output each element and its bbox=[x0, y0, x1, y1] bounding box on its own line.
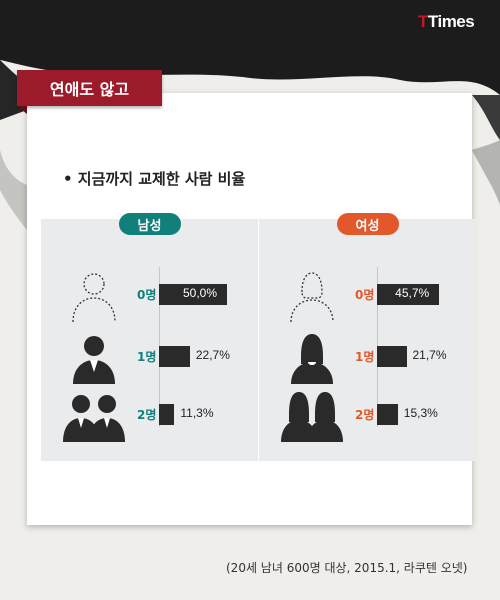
female-category-2: 2명 bbox=[355, 408, 375, 422]
female-bar-2 bbox=[377, 404, 398, 425]
person-outline-icon bbox=[72, 273, 116, 322]
brand-logo: TTimes bbox=[418, 12, 475, 31]
male-bar-1 bbox=[159, 346, 190, 367]
male-category-1: 1명 bbox=[137, 350, 157, 364]
woman-icon bbox=[291, 334, 333, 384]
male-category-0: 0명 bbox=[137, 288, 157, 302]
male-row-0: 0명 50,0% bbox=[41, 273, 258, 322]
female-row-1: 1명 21,7% bbox=[259, 334, 476, 384]
male-category-2: 2명 bbox=[137, 408, 157, 422]
man-icon bbox=[73, 336, 115, 384]
male-value-label-0: 50,0% bbox=[183, 286, 218, 300]
male-pill: 남성 bbox=[118, 213, 181, 235]
male-value-label-2: 11,3% bbox=[180, 406, 214, 420]
female-value-label-0: 45,7% bbox=[395, 286, 430, 300]
ribbon-fold bbox=[17, 106, 27, 114]
female-pill: 여성 bbox=[336, 213, 399, 235]
female-value-label-1: 21,7% bbox=[412, 348, 447, 362]
male-row-1: 1명 22,7% bbox=[41, 336, 258, 384]
chart-subtitle: • 지금까지 교제한 사람 비율 bbox=[63, 170, 246, 188]
male-bar-0 bbox=[159, 284, 227, 305]
male-value-label-1: 22,7% bbox=[195, 348, 230, 362]
header-ribbon: 연애도 않고 bbox=[17, 70, 162, 106]
female-category-0: 0명 bbox=[355, 288, 375, 302]
female-row-0: 0명 45,7% bbox=[259, 272, 476, 322]
male-row-2: 2명 11,3% bbox=[41, 395, 258, 442]
woman-outline-icon bbox=[290, 272, 334, 322]
female-panel: 여성 0명 45,7% 1명 21,7% 2명 15,3% bbox=[259, 213, 476, 461]
female-bar-0 bbox=[377, 284, 440, 305]
two-women-icon bbox=[281, 392, 343, 442]
two-men-icon bbox=[63, 395, 125, 442]
female-bar-1 bbox=[377, 346, 407, 367]
female-row-2: 2명 15,3% bbox=[259, 392, 476, 442]
male-panel: 남성 0명 50,0% 1명 22,7% 2명 11,3% bbox=[41, 213, 258, 461]
male-bar-2 bbox=[159, 404, 175, 425]
female-category-1: 1명 bbox=[355, 350, 375, 364]
female-value-label-2: 15,3% bbox=[403, 406, 438, 420]
source-note: (20세 남녀 600명 대상, 2015.1, 라쿠텐 오넷) bbox=[226, 561, 468, 575]
